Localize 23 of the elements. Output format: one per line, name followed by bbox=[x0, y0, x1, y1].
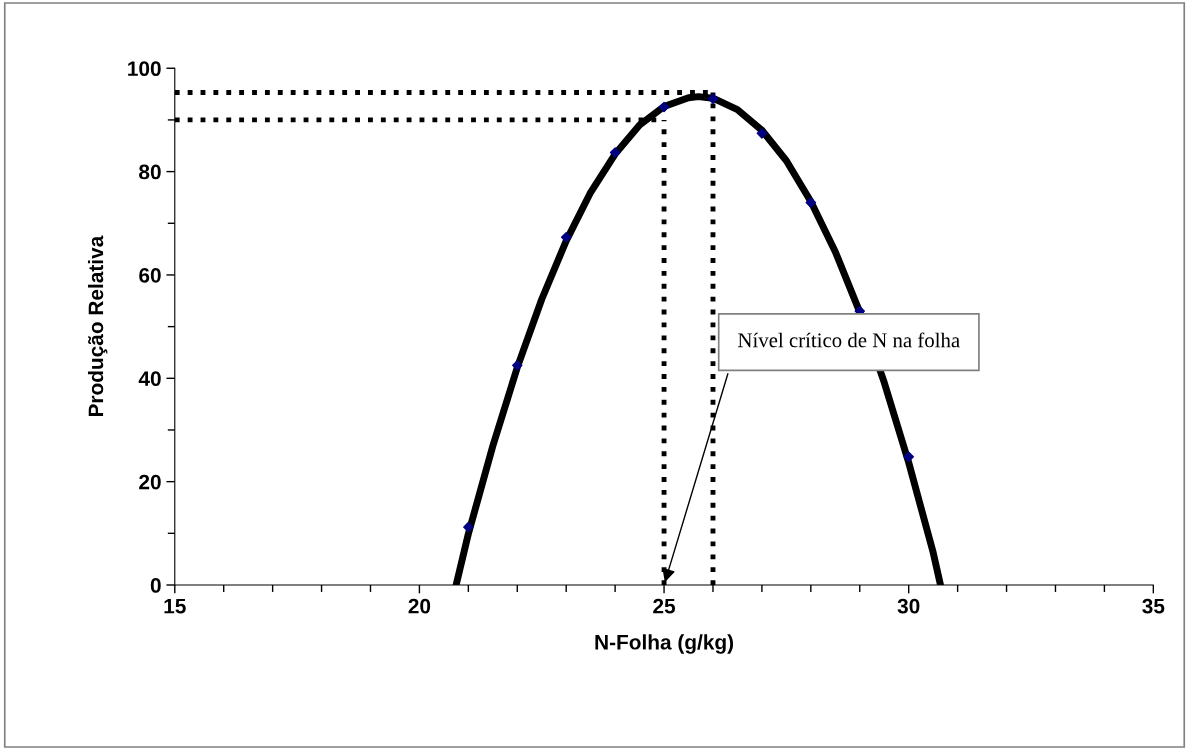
y-tick-label: 60 bbox=[139, 267, 161, 283]
point bbox=[756, 128, 768, 139]
point bbox=[707, 93, 719, 105]
point bbox=[560, 231, 572, 243]
x-tick-label: 25 bbox=[653, 598, 676, 614]
point bbox=[903, 451, 914, 463]
y-tick-label: 100 bbox=[128, 61, 161, 76]
x-tick-label: 15 bbox=[164, 598, 186, 614]
y-axis-title: Produção Relativa bbox=[87, 235, 108, 417]
point bbox=[511, 360, 523, 371]
point bbox=[805, 197, 817, 208]
x-tick-label: 30 bbox=[897, 598, 920, 614]
y-tick-label: 0 bbox=[150, 578, 161, 593]
x-axis-title: N-Folha (g/kg) bbox=[595, 634, 734, 654]
y-tick-label: 40 bbox=[138, 371, 161, 387]
x-tick-label: 35 bbox=[1142, 598, 1165, 614]
y-tick-label: 20 bbox=[139, 474, 161, 490]
annotation: Nível crítico de N na folha bbox=[738, 332, 960, 348]
point bbox=[463, 521, 474, 533]
point bbox=[658, 101, 670, 113]
point bbox=[609, 147, 621, 158]
y-tick-label: 80 bbox=[139, 164, 161, 180]
x-tick-label: 20 bbox=[408, 598, 431, 614]
